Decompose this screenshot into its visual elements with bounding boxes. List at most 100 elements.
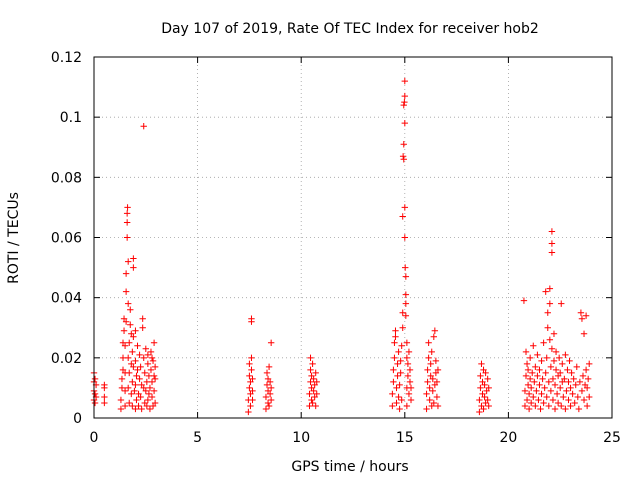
- y-tick-label: 0.12: [51, 50, 82, 66]
- data-point: [577, 309, 585, 316]
- data-point: [265, 363, 273, 371]
- data-point: [247, 402, 254, 410]
- data-point: [586, 393, 593, 401]
- data-point: [523, 360, 531, 368]
- data-point: [484, 396, 491, 404]
- y-axis-label: ROTI / TECUs: [6, 192, 22, 284]
- data-point: [433, 378, 441, 386]
- data-point: [309, 399, 316, 407]
- data-point: [404, 372, 412, 380]
- x-axis-label: GPS time / hours: [291, 459, 408, 475]
- data-point: [564, 366, 571, 374]
- data-point: [539, 375, 546, 383]
- data-point: [118, 375, 126, 383]
- data-point: [313, 378, 320, 386]
- data-point: [520, 297, 528, 304]
- data-point: [480, 405, 487, 413]
- data-point: [91, 399, 99, 407]
- data-point: [151, 399, 159, 407]
- data-point: [544, 324, 551, 331]
- data-point: [426, 396, 433, 404]
- data-point: [538, 390, 545, 398]
- data-point: [481, 381, 488, 389]
- data-point: [126, 399, 133, 407]
- data-point: [404, 360, 412, 368]
- data-point: [548, 240, 556, 247]
- data-point: [123, 219, 131, 226]
- data-point: [117, 396, 125, 404]
- data-point: [549, 375, 557, 383]
- data-point: [91, 390, 99, 398]
- data-point: [130, 264, 137, 271]
- data-point: [389, 402, 396, 410]
- data-point: [521, 402, 529, 410]
- data-point: [573, 363, 580, 371]
- data-point: [550, 330, 558, 337]
- data-point: [429, 387, 436, 395]
- data-point: [307, 354, 314, 362]
- data-point: [562, 405, 569, 413]
- x-axis: 0 5 10 15 20 25: [90, 57, 621, 446]
- data-point: [150, 372, 158, 380]
- data-point: [476, 396, 483, 404]
- data-point: [548, 345, 556, 353]
- data-point: [389, 390, 396, 398]
- data-point: [537, 405, 544, 413]
- data-point: [482, 369, 489, 377]
- data-point: [101, 384, 108, 392]
- data-point: [131, 387, 138, 395]
- data-point: [403, 339, 411, 346]
- data-point: [402, 273, 410, 280]
- data-point: [123, 210, 131, 217]
- data-point: [536, 366, 543, 374]
- x-tick-label: 5: [193, 430, 202, 446]
- data-point: [129, 348, 136, 356]
- data-point: [407, 384, 415, 392]
- data-point: [132, 327, 139, 334]
- data-point: [397, 369, 404, 377]
- data-point: [547, 363, 555, 371]
- data-point: [428, 348, 435, 356]
- data-point: [122, 270, 130, 277]
- data-point: [560, 393, 567, 401]
- data-point: [569, 390, 576, 398]
- data-point: [148, 378, 156, 386]
- data-point: [532, 402, 539, 410]
- data-point: [121, 342, 129, 349]
- data-point: [267, 384, 275, 392]
- data-point: [246, 372, 253, 380]
- data-point: [130, 363, 137, 371]
- data-point: [567, 384, 574, 392]
- data-point: [553, 390, 561, 398]
- data-point: [147, 348, 155, 356]
- data-point: [574, 393, 582, 401]
- data-point: [132, 357, 139, 365]
- data-point: [481, 393, 488, 401]
- data-point: [403, 354, 411, 362]
- data-point: [306, 390, 313, 398]
- data-point: [525, 405, 533, 413]
- data-point: [405, 390, 413, 398]
- data-point: [423, 390, 430, 398]
- data-point: [395, 348, 402, 356]
- data-point: [124, 300, 132, 307]
- data-point: [551, 381, 559, 389]
- data-point: [151, 363, 159, 371]
- y-tick-label: 0.04: [51, 291, 82, 307]
- data-point: [530, 393, 537, 401]
- data-point: [151, 375, 159, 383]
- data-point: [123, 234, 131, 241]
- data-point: [306, 402, 313, 410]
- data-point: [266, 378, 274, 386]
- data-point: [546, 336, 554, 343]
- data-point: [533, 387, 540, 395]
- data-point: [308, 396, 315, 404]
- data-point: [401, 92, 408, 100]
- data-point: [134, 342, 141, 349]
- data-point: [402, 312, 410, 319]
- data-point: [133, 396, 140, 404]
- data-point: [117, 405, 125, 413]
- y-tick-label: 0.06: [51, 231, 82, 247]
- data-point: [540, 339, 547, 346]
- data-point: [398, 342, 405, 349]
